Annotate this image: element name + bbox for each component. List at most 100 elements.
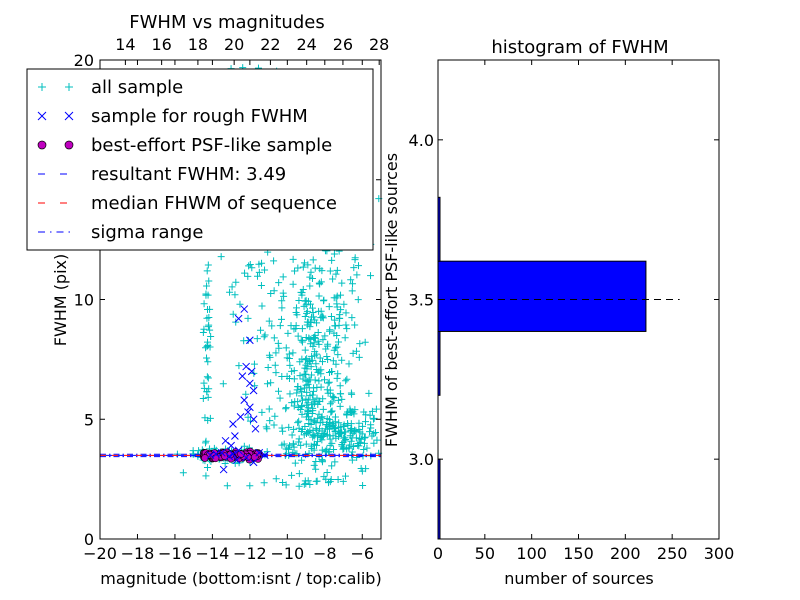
all-sample-point <box>331 458 339 466</box>
all-sample-point <box>328 462 336 470</box>
all-sample-point <box>285 442 293 450</box>
all-sample-point <box>294 332 302 340</box>
all-sample-point <box>343 375 351 383</box>
legend-x-marker <box>64 111 74 121</box>
all-sample-point <box>362 465 370 473</box>
all-sample-point <box>348 314 356 322</box>
all-sample-point <box>189 447 197 455</box>
all-sample-point <box>203 282 211 290</box>
all-sample-point <box>369 415 377 423</box>
y-tick-label: 20 <box>74 51 94 70</box>
all-sample-point <box>240 442 248 450</box>
all-sample-point <box>309 404 317 412</box>
all-sample-point <box>350 442 358 450</box>
all-sample-point <box>201 439 209 447</box>
all-sample-point <box>266 353 274 361</box>
all-sample-point <box>336 382 344 390</box>
top-x-tick-label: 26 <box>333 35 353 54</box>
all-sample-point <box>278 441 286 449</box>
all-sample-point <box>315 367 323 375</box>
all-sample-point <box>321 332 329 340</box>
all-sample-point <box>327 408 335 416</box>
all-sample-point <box>301 423 309 431</box>
all-sample-point <box>310 461 318 469</box>
all-sample-point <box>312 465 320 473</box>
all-sample-point <box>321 447 329 455</box>
all-sample-point <box>246 417 254 425</box>
rough-fwhm-point <box>244 408 252 416</box>
all-sample-point <box>312 477 320 485</box>
all-sample-point <box>317 278 325 286</box>
all-sample-point <box>309 396 317 404</box>
legend-x-marker <box>37 111 47 121</box>
all-sample-point <box>221 460 229 468</box>
all-sample-point <box>334 370 342 378</box>
all-sample-point <box>263 380 271 388</box>
scatter-title: FWHM vs magnitudes <box>129 12 324 33</box>
all-sample-point <box>264 363 272 371</box>
all-sample-point <box>328 256 336 264</box>
all-sample-point <box>351 254 359 262</box>
all-sample-point <box>365 389 373 397</box>
rough-fwhm-point <box>231 432 239 440</box>
all-sample-point <box>315 377 323 385</box>
all-sample-point <box>303 388 311 396</box>
x-tick-label: −8 <box>313 544 337 563</box>
all-sample-point <box>280 292 288 300</box>
rough-fwhm-point <box>225 452 234 461</box>
hist-x-tick-label: 250 <box>657 544 688 563</box>
all-sample-point <box>309 433 317 441</box>
all-sample-point <box>260 479 268 487</box>
all-sample-point <box>343 411 351 419</box>
all-sample-point <box>373 436 381 444</box>
histogram-title: histogram of FWHM <box>491 37 668 58</box>
all-sample-point <box>325 378 333 386</box>
all-sample-point <box>306 323 314 331</box>
all-sample-point <box>331 344 339 352</box>
hist-y-tick-label: 4.0 <box>409 131 434 150</box>
all-sample-point <box>326 478 334 486</box>
all-sample-point <box>305 429 313 437</box>
all-sample-point <box>354 440 362 448</box>
all-sample-point <box>298 402 306 410</box>
all-sample-point <box>250 360 258 368</box>
all-sample-point <box>317 366 325 374</box>
legend-label: all sample <box>91 77 183 98</box>
all-sample-point <box>316 354 324 362</box>
all-sample-point <box>288 471 296 479</box>
all-sample-point <box>261 266 269 274</box>
all-sample-point <box>335 432 343 440</box>
rough-fwhm-point <box>251 424 260 433</box>
all-sample-point <box>309 256 317 264</box>
legend-label: best-effort PSF-like sample <box>91 135 332 156</box>
all-sample-point <box>328 398 336 406</box>
all-sample-point <box>295 297 303 305</box>
all-sample-point <box>334 351 342 359</box>
all-sample-point <box>318 458 326 466</box>
all-sample-point <box>292 308 300 316</box>
all-sample-point <box>319 418 327 426</box>
all-sample-point <box>319 336 327 344</box>
all-sample-point <box>349 280 357 288</box>
all-sample-point <box>288 431 296 439</box>
all-sample-point <box>370 439 378 447</box>
all-sample-point <box>311 316 319 324</box>
all-sample-point <box>308 356 316 364</box>
all-sample-point <box>282 481 290 489</box>
rough-fwhm-point <box>246 403 254 412</box>
all-sample-point <box>204 374 212 382</box>
legend-label: resultant FWHM: 3.49 <box>91 164 286 185</box>
all-sample-point <box>205 277 213 285</box>
all-sample-point <box>307 340 315 348</box>
all-sample-point <box>205 385 213 393</box>
all-sample-point <box>335 314 343 322</box>
all-sample-point <box>319 405 327 413</box>
all-sample-point <box>278 424 286 432</box>
histogram-x-axis-label: number of sources <box>504 569 654 588</box>
all-sample-point <box>295 435 303 443</box>
scatter-y-axis-label: FWHM (pix) <box>51 254 70 347</box>
scatter-legend: all sample sample for rough FWHM best-effo… <box>26 68 374 251</box>
all-sample-point <box>310 339 318 347</box>
all-sample-point <box>296 372 304 380</box>
all-sample-point <box>282 445 290 453</box>
